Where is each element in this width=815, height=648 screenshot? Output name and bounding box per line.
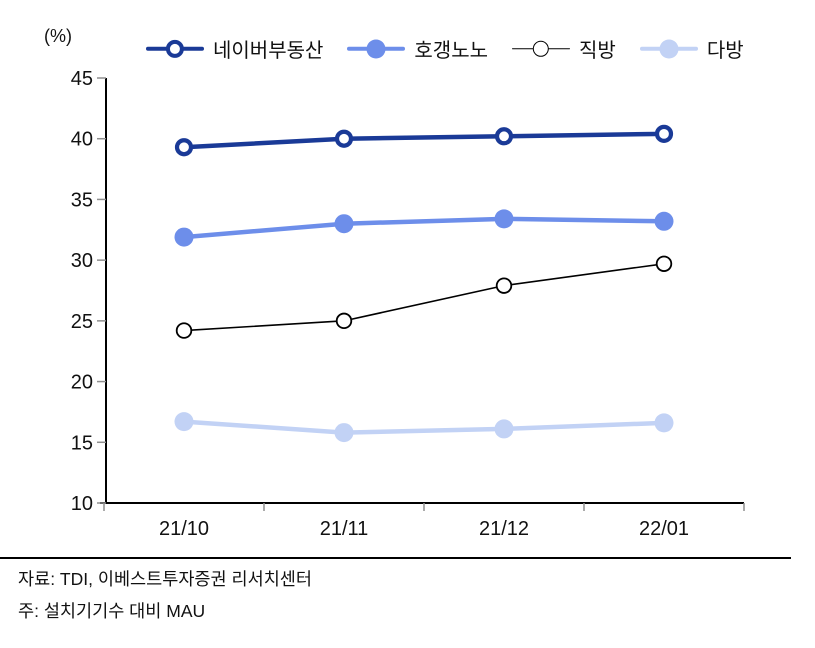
data-point-네이버부동산-22/01 — [654, 124, 674, 143]
legend-line-marker-icon — [146, 38, 204, 60]
legend-item-hogangnono: 호갱노노 — [347, 34, 488, 63]
footer-divider — [0, 557, 791, 559]
y-axis-tick-label: 30 — [71, 250, 93, 272]
data-point-직방-21/11 — [335, 312, 353, 330]
legend-label: 네이버부동산 — [213, 40, 324, 62]
series-line-호갱노노 — [181, 216, 667, 240]
x-axis-label: 21/10 — [159, 518, 209, 540]
source-note: 자료: TDI, 이베스트투자증권 리서치센터 — [18, 569, 312, 589]
legend: 네이버부동산 호갱노노 직방 다방 — [146, 34, 744, 63]
legend-line-marker-icon — [347, 38, 406, 60]
data-point-네이버부동산-21/12 — [494, 127, 514, 146]
method-note: 주: 설치기기수 대비 MAU — [18, 601, 206, 621]
y-axis-tick-label: 40 — [71, 129, 93, 151]
x-axis-label: 21/12 — [479, 518, 529, 540]
x-axis-label: 22/01 — [639, 518, 689, 540]
data-point-직방-21/10 — [175, 322, 193, 339]
data-point-네이버부동산-21/10 — [174, 138, 194, 157]
data-point-호갱노노-21/11 — [334, 214, 354, 234]
y-axis-unit-label: (%) — [44, 26, 72, 46]
legend-label: 직방 — [579, 40, 616, 62]
series-line-네이버부동산 — [181, 131, 667, 150]
data-point-직방-21/12 — [495, 277, 513, 294]
y-axis-tick-label: 35 — [71, 189, 93, 211]
series-line-다방 — [181, 419, 667, 435]
data-point-호갱노노-22/01 — [654, 211, 674, 231]
legend-line-marker-icon — [512, 38, 571, 60]
legend-item-naver-real-estate: 네이버부동산 — [146, 34, 323, 63]
y-axis-tick-label: 45 — [71, 68, 93, 90]
data-point-호갱노노-21/12 — [494, 209, 514, 229]
y-axis-tick-label: 20 — [71, 372, 93, 394]
data-point-네이버부동산-21/11 — [334, 129, 354, 148]
legend-label: 다방 — [706, 40, 744, 62]
y-axis-tick-label: 10 — [71, 493, 93, 515]
data-point-다방-21/12 — [494, 419, 514, 439]
data-point-직방-22/01 — [655, 255, 673, 272]
legend-item-dabang: 다방 — [639, 34, 744, 63]
data-point-다방-21/10 — [174, 412, 194, 432]
data-point-다방-22/01 — [654, 413, 674, 433]
line-chart-plot: 45 40 35 30 25 20 15 10 21/10 21/11 21/12 22/01 — [71, 68, 745, 540]
legend-line-marker-icon — [639, 38, 698, 60]
legend-item-zigbang: 직방 — [512, 34, 616, 63]
data-point-다방-21/11 — [334, 423, 354, 443]
legend-label: 호갱노노 — [414, 40, 489, 62]
y-axis-tick-label: 25 — [71, 311, 93, 333]
x-axis-label: 21/11 — [320, 518, 369, 540]
data-point-호갱노노-21/10 — [174, 227, 194, 247]
y-axis-tick-label: 15 — [71, 432, 93, 454]
series-line-직방 — [183, 262, 665, 332]
